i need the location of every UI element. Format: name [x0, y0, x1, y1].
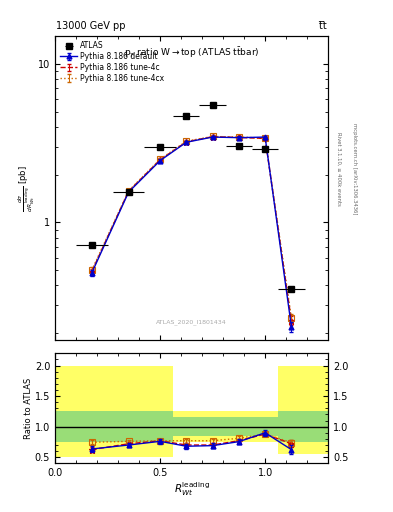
Text: p$_T$ ratio W$\rightarrow$top (ATLAS t$\bar{\rm t}$bar): p$_T$ ratio W$\rightarrow$top (ATLAS t$\… — [124, 45, 259, 60]
X-axis label: $R_{Wt}^{\rm leading}$: $R_{Wt}^{\rm leading}$ — [174, 480, 209, 498]
Text: mcplots.cern.ch [arXiv:1306.3436]: mcplots.cern.ch [arXiv:1306.3436] — [352, 123, 357, 215]
Legend: ATLAS, Pythia 8.186 default, Pythia 8.186 tune-4c, Pythia 8.186 tune-4cx: ATLAS, Pythia 8.186 default, Pythia 8.18… — [59, 39, 166, 84]
Text: ATLAS_2020_I1801434: ATLAS_2020_I1801434 — [156, 319, 227, 325]
Text: t̅t: t̅t — [319, 22, 327, 31]
Y-axis label: Ratio to ATLAS: Ratio to ATLAS — [24, 378, 33, 439]
Text: Rivet 3.1.10, ≥ 400k events: Rivet 3.1.10, ≥ 400k events — [336, 132, 341, 206]
Y-axis label: $\frac{d\sigma}{d\,R_{Wt}^{\rm leading}}$ [pb]: $\frac{d\sigma}{d\,R_{Wt}^{\rm leading}}… — [17, 165, 37, 211]
Text: 13000 GeV pp: 13000 GeV pp — [56, 22, 126, 31]
